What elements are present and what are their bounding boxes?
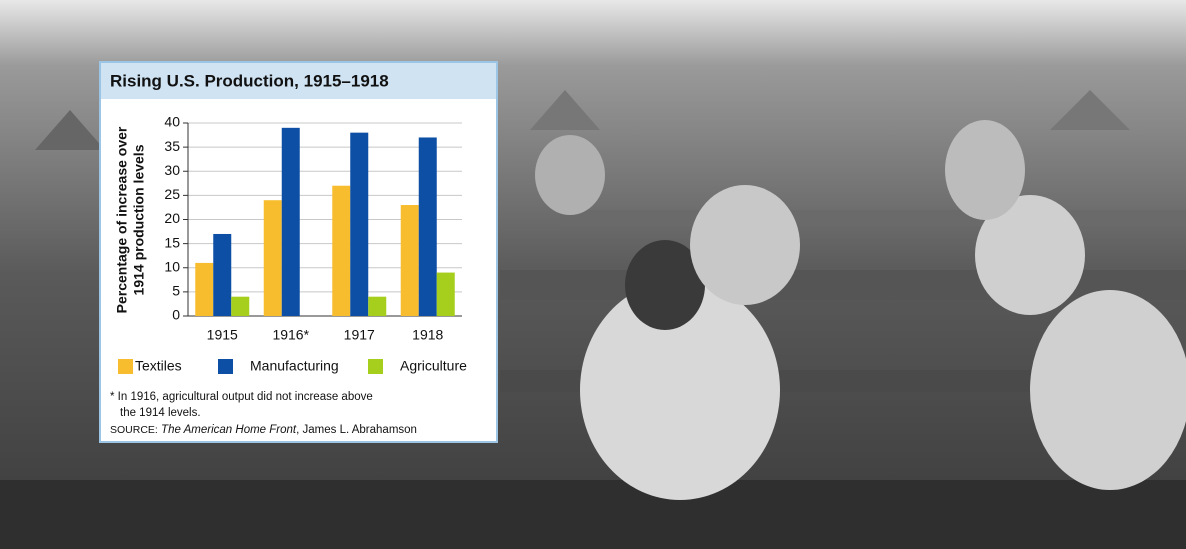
x-tick-label: 1917 (344, 327, 375, 343)
bar (437, 273, 455, 316)
legend-label: Textiles (135, 358, 182, 374)
footnote: the 1914 levels. (120, 407, 201, 419)
y-tick-label: 35 (164, 138, 180, 154)
bar (401, 205, 419, 316)
y-tick-label: 10 (164, 258, 180, 274)
x-tick-label: 1918 (412, 327, 443, 343)
bar (213, 234, 231, 316)
bar (282, 128, 300, 316)
bar (419, 137, 437, 316)
legend-swatch (118, 359, 133, 374)
legend-swatch (218, 359, 233, 374)
y-tick-label: 5 (172, 283, 180, 299)
y-tick-label: 15 (164, 234, 180, 250)
y-axis-label: Percentage of increase over (114, 126, 130, 313)
bar (350, 133, 368, 316)
bar (195, 263, 213, 316)
bar (332, 186, 350, 316)
source-rest: , James L. Abrahamson (296, 424, 417, 436)
source-label: SOURCE: (110, 424, 158, 436)
chart-title: Rising U.S. Production, 1915–1918 (110, 71, 389, 90)
footnote: * In 1916, agricultural output did not i… (110, 391, 373, 403)
source: SOURCE: The American Home Front, James L… (110, 424, 417, 436)
y-tick-label: 0 (172, 307, 180, 323)
page: Rising U.S. Production, 1915–1918 Percen… (0, 0, 1186, 549)
bar (368, 297, 386, 316)
y-tick-label: 40 (164, 114, 180, 130)
legend-label: Manufacturing (250, 358, 339, 374)
bar (264, 200, 282, 316)
x-tick-label: 1915 (207, 327, 238, 343)
legend-swatch (368, 359, 383, 374)
y-axis-label: 1914 production levels (131, 144, 147, 295)
source-title: The American Home Front (161, 424, 297, 436)
y-tick-label: 25 (164, 186, 180, 202)
y-tick-label: 20 (164, 210, 180, 226)
y-tick-label: 30 (164, 162, 180, 178)
bar (231, 297, 249, 316)
x-tick-label: 1916* (272, 327, 309, 343)
legend-label: Agriculture (400, 358, 467, 374)
